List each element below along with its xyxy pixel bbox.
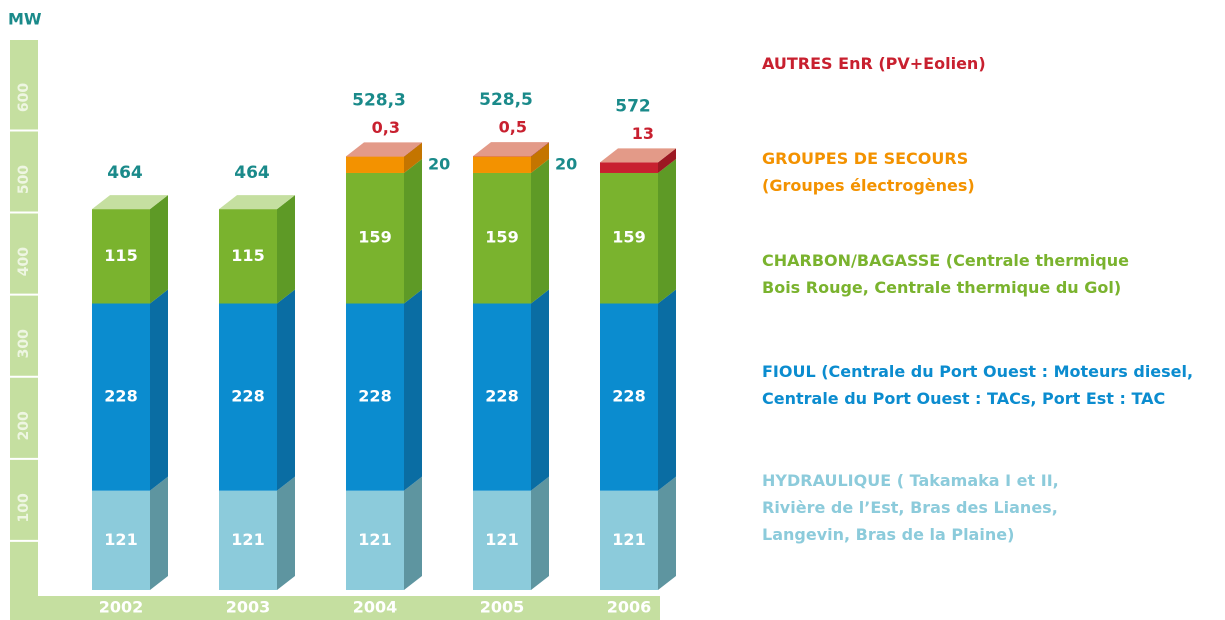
bar-side [531,289,549,491]
bar-segment [346,490,404,590]
segment-label: 0,5 [499,118,527,137]
segment-label: 0,3 [372,118,400,137]
bar-segment [92,490,150,590]
bar-top [346,142,422,157]
legend-entry: HYDRAULIQUE ( Takamaka I et II, Rivière … [762,471,1059,544]
legend-entry: CHARBON/BAGASSE (Centrale thermique Bois… [762,251,1129,297]
bar-side [404,289,422,491]
total-label: 572 [615,96,651,116]
x-tick-label: 2005 [480,598,525,617]
bar-side [277,476,295,590]
segment-label: 159 [485,228,518,247]
bar-side [531,142,549,157]
bar-side [658,289,676,491]
bar-segment [92,209,150,304]
bar-side [658,148,676,173]
bar-side [277,195,295,304]
segment-label: 20 [428,154,450,173]
bar-side [404,158,422,304]
bar-segment [346,172,404,304]
x-axis-band [38,596,660,620]
segment-label: 20 [555,154,577,173]
y-axis-band [10,40,38,620]
bar-segment [346,156,404,173]
bar-top [600,148,676,163]
bar-top [473,142,549,157]
total-label: 528,5 [479,90,533,110]
segment-label: 13 [632,124,654,143]
bar-segment [473,490,531,590]
segment-label: 121 [104,530,137,549]
x-tick-label: 2004 [353,598,398,617]
bar-segment [473,303,531,491]
x-tick-label: 2006 [607,598,652,617]
legend-entry: GROUPES DE SECOURS (Groupes électrogènes… [762,149,975,195]
segment-label: 228 [231,387,264,406]
segment-label: 228 [104,387,137,406]
bar-top [219,195,295,210]
bar-side [404,142,422,173]
y-axis-label: MW [8,10,42,29]
bar-segment [346,303,404,491]
y-tick-label: 500 [16,165,32,194]
bar-side [531,476,549,590]
segment-label: 115 [231,246,264,265]
bar-side [277,289,295,491]
bar-segment [600,303,658,491]
bar-segment [473,172,531,304]
x-tick-label: 2002 [99,598,144,617]
bar-side [404,476,422,590]
segment-label: 121 [612,530,645,549]
legend-entry: FIOUL (Centrale du Port Ouest : Moteurs … [762,362,1194,408]
bar-side [404,142,422,157]
y-tick-label: 600 [16,83,32,112]
bar-top [92,195,168,210]
segment-label: 115 [104,246,137,265]
y-tick-label: 300 [16,329,32,358]
segment-label: 228 [485,387,518,406]
segment-label: 159 [612,228,645,247]
bar-segment [600,172,658,304]
bar-segment [600,490,658,590]
bar-segment [219,490,277,590]
legend-entry: AUTRES EnR (PV+Eolien) [762,54,986,73]
bar-side [531,142,549,173]
bar-segment [473,156,531,173]
bar-side [150,289,168,491]
x-tick-label: 2003 [226,598,271,617]
bar-side [150,195,168,304]
bar-side [531,158,549,304]
y-tick-label: 200 [16,411,32,440]
y-tick-label: 400 [16,247,32,276]
total-label: 528,3 [352,90,406,110]
segment-label: 228 [612,387,645,406]
bar-side [658,476,676,590]
segment-label: 228 [358,387,391,406]
bar-segment [600,162,658,173]
total-label: 464 [107,163,143,183]
segment-label: 121 [485,530,518,549]
segment-label: 121 [231,530,264,549]
segment-label: 159 [358,228,391,247]
bar-side [150,476,168,590]
bar-side [658,158,676,304]
y-tick-label: 100 [16,493,32,522]
segment-label: 121 [358,530,391,549]
bar-segment [219,209,277,304]
bar-segment [219,303,277,491]
total-label: 464 [234,163,270,183]
bar-segment [92,303,150,491]
